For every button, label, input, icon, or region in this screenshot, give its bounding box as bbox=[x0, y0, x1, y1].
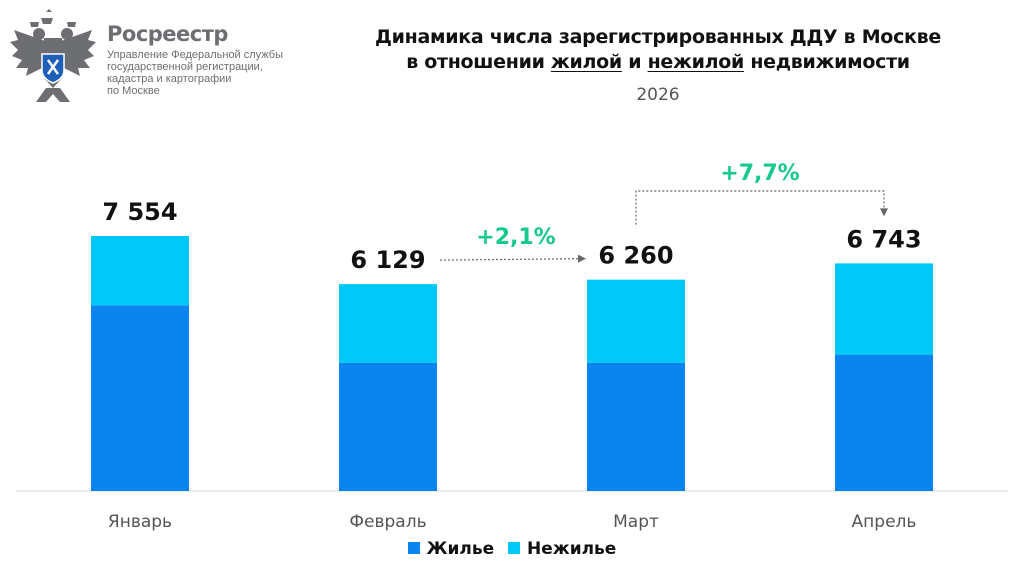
legend: Жилье Нежилье bbox=[0, 539, 1024, 559]
bar-nonresidential bbox=[91, 236, 189, 306]
title-text: в отношении bbox=[406, 51, 551, 73]
x-tick-label: Январь bbox=[108, 512, 172, 532]
chart-title: Динамика числа зарегистрированных ДДУ в … bbox=[300, 25, 1016, 75]
growth-label: +2,1% bbox=[476, 225, 555, 250]
legend-label: Жилье bbox=[426, 539, 495, 559]
title-underlined-nonresidential: нежилой bbox=[647, 51, 745, 73]
x-tick-label: Апрель bbox=[852, 512, 917, 532]
legend-label: Нежилье bbox=[527, 539, 617, 559]
title-text: недвижимости bbox=[744, 51, 910, 73]
brand-subtitle-line: кадастра и картографии bbox=[107, 73, 232, 85]
legend-item-residential: Жилье bbox=[407, 539, 495, 559]
bar-residential bbox=[835, 354, 933, 491]
legend-swatch-residential bbox=[407, 542, 420, 554]
total-value-label: 6 260 bbox=[598, 242, 673, 270]
chart-title-line-2: в отношении жилой и нежилой недвижимости bbox=[300, 50, 1016, 75]
brand-name: Росреестр bbox=[107, 22, 228, 46]
legend-item-nonresidential: Нежилье bbox=[508, 539, 616, 559]
brand-subtitle-line: государственной регистрации, bbox=[107, 61, 263, 73]
growth-arrow-head bbox=[578, 254, 586, 263]
x-tick-label: Март bbox=[613, 512, 659, 532]
chart-title-line-1: Динамика числа зарегистрированных ДДУ в … bbox=[375, 26, 941, 48]
title-underlined-residential: жилой bbox=[550, 51, 622, 73]
bar-nonresidential bbox=[339, 284, 437, 363]
emblem-icon bbox=[10, 9, 96, 102]
brand-block: Росреестр Управление Федеральной службы … bbox=[107, 22, 283, 97]
bar-nonresidential bbox=[587, 279, 685, 363]
bar-residential bbox=[91, 305, 189, 491]
brand-subtitle: Управление Федеральной службы государств… bbox=[107, 49, 283, 97]
total-value-label: 6 743 bbox=[846, 225, 921, 253]
legend-swatch-nonresidential bbox=[508, 542, 521, 554]
title-text: и bbox=[621, 51, 648, 73]
total-value-label: 6 129 bbox=[350, 246, 425, 274]
growth-arrow-line bbox=[439, 258, 581, 261]
brand-subtitle-line: по Москве bbox=[107, 85, 160, 97]
growth-label: +7,7% bbox=[720, 161, 799, 186]
total-value-label: 7 554 bbox=[102, 198, 177, 226]
growth-bracket-arrow-head bbox=[880, 208, 888, 217]
brand-subtitle-line: Управление Федеральной службы bbox=[107, 49, 283, 61]
x-tick-label: Февраль bbox=[349, 512, 426, 532]
chart-subtitle-year: 2026 bbox=[636, 85, 680, 105]
bar-residential bbox=[587, 362, 685, 491]
bar-nonresidential bbox=[835, 263, 933, 355]
bar-residential bbox=[339, 362, 437, 491]
growth-bracket-line bbox=[635, 190, 885, 225]
